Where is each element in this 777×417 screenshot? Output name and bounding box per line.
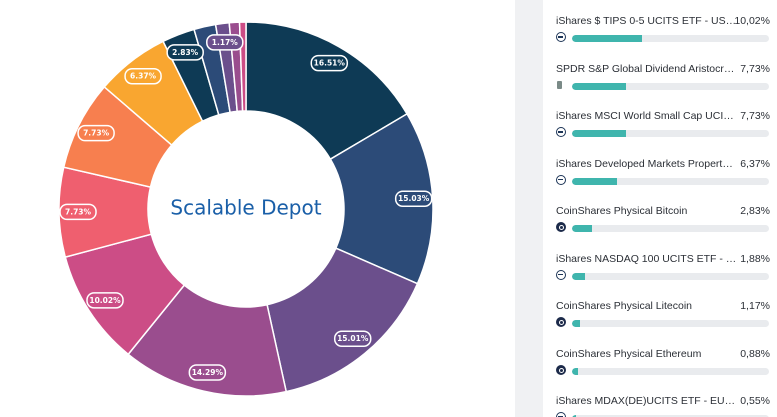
holding-weight-bar-fill [572, 272, 586, 280]
slice-value-label: 2.83% [166, 44, 204, 61]
holding-name: iShares $ TIPS 0-5 UCITS ETF - USD DIS [556, 15, 738, 27]
panel-divider [515, 0, 543, 417]
holding-weight-bar-fill [572, 82, 627, 90]
slice-value-label: 6.37% [124, 67, 162, 85]
holding-row[interactable]: CoinShares Physical Litecoin 1,17% [556, 299, 770, 339]
allocation-donut-panel: 16.51% 15.03% 15.01% 14.29% 10.02% 7.73% 7.73%… [58, 21, 434, 397]
slice-value-text: 2.83% [172, 48, 199, 57]
holding-weight-bar-fill [572, 35, 643, 42]
ishares-icon [556, 32, 566, 42]
holding-weight: 6,37% [740, 157, 770, 170]
holding-weight-bar [572, 225, 769, 232]
ishares-icon [556, 412, 566, 417]
holding-weight-bar-fill [572, 225, 592, 232]
slice-value-label: 15.01% [333, 330, 372, 347]
slice-value-text: 16.51% [314, 59, 346, 68]
holding-weight: 2,83% [740, 205, 770, 217]
allocation-donut-chart: 16.51% 15.03% 15.01% 14.29% 10.02% 7.73% 7.73%… [58, 21, 434, 397]
holding-weight: 1,88% [740, 252, 770, 265]
slice-value-text: 7.73% [65, 207, 92, 216]
slice-value-label: 16.51% [310, 54, 349, 72]
holding-weight-bar [572, 177, 769, 185]
slice-value-label: 1.17% [206, 34, 244, 51]
slice-value-text: 7.73% [83, 129, 110, 138]
holding-weight-bar-fill [572, 130, 627, 137]
slice-value-label: 7.73% [77, 124, 115, 142]
holding-row[interactable]: iShares MSCI World Small Cap UCITS ET...… [556, 109, 770, 149]
holding-row[interactable]: SPDR S&P Global Dividend Aristocrats U..… [556, 62, 770, 102]
holding-row[interactable]: iShares Developed Markets Property Yiel.… [556, 157, 770, 197]
holding-weight-bar [572, 415, 769, 417]
holding-weight-bar [572, 272, 769, 280]
donut-center-title: Scalable Depot [170, 196, 321, 220]
ishares-icon [556, 174, 566, 185]
holding-row[interactable]: iShares NASDAQ 100 UCITS ETF - EUR A...1… [556, 252, 770, 292]
donut-slice[interactable] [245, 21, 409, 161]
ishares-icon [556, 269, 566, 280]
holding-weight-bar-fill [572, 177, 617, 185]
slice-value-label: 7.73% [59, 203, 97, 221]
coin-icon [556, 364, 566, 375]
slice-value-label: 14.29% [188, 364, 227, 381]
holding-weight: 7,73% [740, 62, 770, 75]
slice-value-text: 15.01% [337, 334, 369, 343]
holdings-list[interactable]: iShares $ TIPS 0-5 UCITS ETF - USD DIS 10… [543, 0, 777, 417]
holding-row[interactable]: iShares $ TIPS 0-5 UCITS ETF - USD DIS 10… [556, 14, 770, 54]
coin-icon [556, 222, 566, 232]
holding-weight: 10,02% [734, 15, 770, 27]
holding-weight-bar-fill [572, 320, 581, 327]
ishares-icon [556, 127, 566, 137]
holding-weight-bar [572, 130, 769, 137]
holding-weight: 0,55% [740, 395, 770, 407]
holding-name: iShares Developed Markets Property Yiel.… [556, 157, 738, 170]
slice-value-label: 15.03% [394, 190, 433, 207]
holding-weight-bar [572, 82, 769, 90]
holding-weight-bar [572, 367, 769, 375]
coin-icon [556, 317, 566, 327]
spdr-icon [556, 79, 566, 90]
holding-weight-bar-fill [572, 367, 579, 375]
holding-row[interactable]: iShares MDAX(DE)UCITS ETF - EUR ACC 0,55% [556, 394, 770, 417]
holding-row[interactable]: CoinShares Physical Ethereum 0,88% [556, 347, 770, 387]
holding-weight-bar-fill [572, 415, 576, 417]
slice-value-text: 10.02% [89, 296, 121, 305]
holding-weight-bar [572, 320, 769, 327]
slice-value-text: 14.29% [192, 368, 224, 377]
holding-row[interactable]: CoinShares Physical Bitcoin 2,83% [556, 204, 770, 244]
holding-name: iShares NASDAQ 100 UCITS ETF - EUR A... [556, 252, 738, 265]
holding-name: CoinShares Physical Ethereum [556, 347, 702, 360]
holding-weight: 7,73% [740, 110, 770, 122]
slice-value-text: 1.17% [212, 38, 239, 47]
holding-weight: 1,17% [740, 300, 770, 312]
holding-name: iShares MSCI World Small Cap UCITS ET... [556, 110, 738, 122]
holding-name: CoinShares Physical Bitcoin [556, 205, 688, 217]
slice-value-text: 6.37% [130, 72, 157, 81]
holding-name: CoinShares Physical Litecoin [556, 300, 692, 312]
holding-weight-bar [572, 35, 769, 42]
slice-value-text: 15.03% [398, 194, 430, 203]
holding-name: iShares MDAX(DE)UCITS ETF - EUR ACC [556, 395, 738, 407]
holding-weight: 0,88% [740, 347, 770, 360]
holding-name: SPDR S&P Global Dividend Aristocrats U..… [556, 62, 738, 75]
slice-value-label: 10.02% [86, 292, 124, 309]
